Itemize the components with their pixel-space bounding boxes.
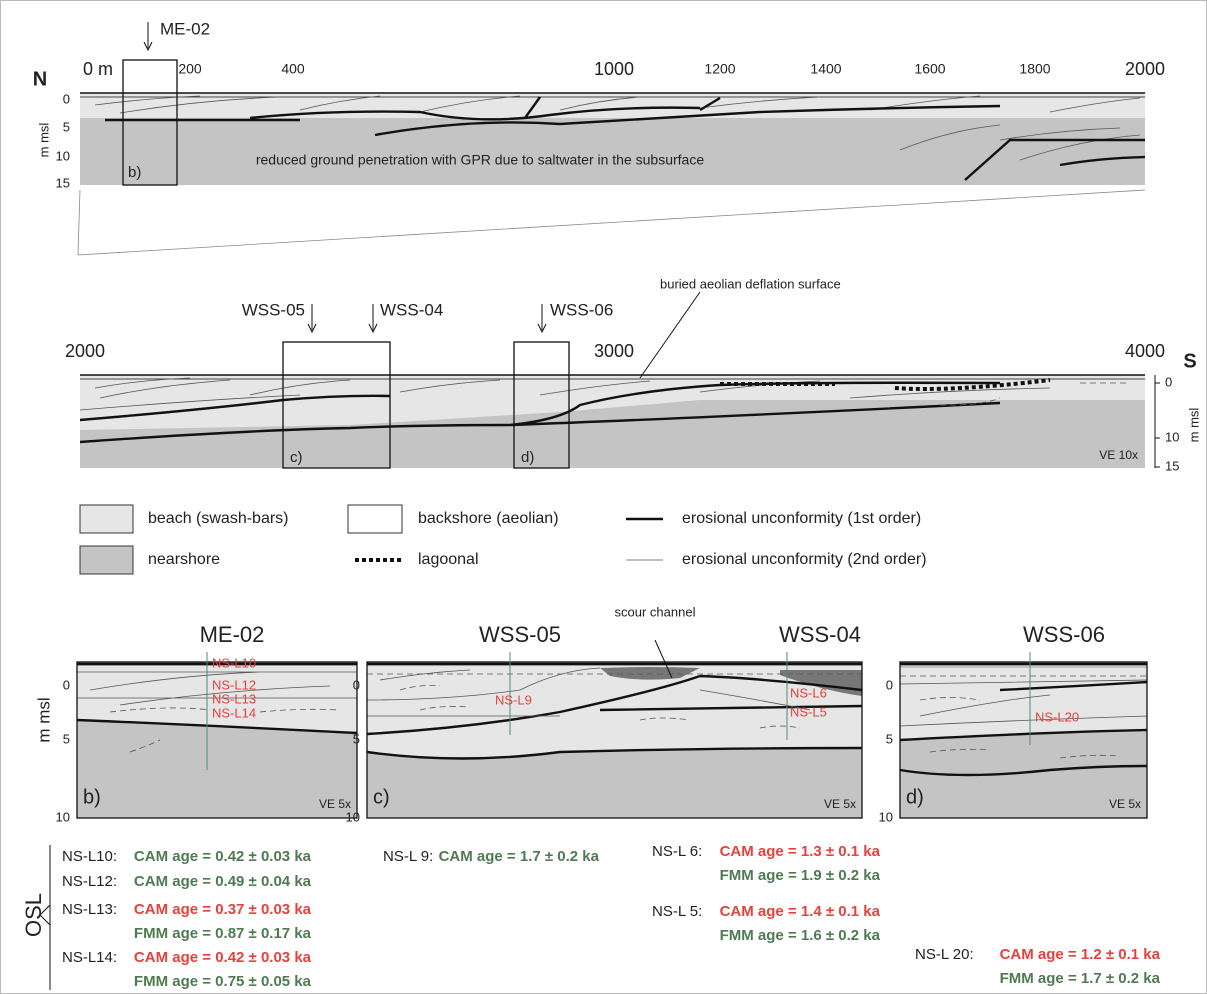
legend-label: erosional unconformity (1st order) — [682, 510, 921, 527]
depth-tick: 5 — [63, 731, 70, 746]
sample-label: NS-L10 — [212, 655, 256, 670]
distance-tick: 1600 — [914, 61, 945, 77]
ve-label: VE 10x — [1099, 448, 1138, 462]
osl-sample: NS-L12: — [62, 873, 117, 890]
depth-tick: 0 — [353, 677, 360, 692]
distance-tick: 1000 — [594, 59, 634, 79]
osl-age: FMM age = 1.7 ± 0.2 ka — [1000, 970, 1161, 987]
panel-core: WSS-04 — [779, 622, 861, 647]
core-label: ME-02 — [160, 19, 210, 38]
osl-age: CAM age = 0.42 ± 0.03 ka — [134, 848, 312, 865]
core-label: WSS-04 — [380, 300, 443, 319]
window-label: d) — [521, 449, 534, 466]
sample-label: NS-L6 — [790, 685, 827, 700]
depth-tick: 0 — [63, 677, 70, 692]
depth-tick: 15 — [1165, 458, 1179, 473]
distance-tick: 3000 — [594, 341, 634, 361]
depth-tick: 5 — [886, 731, 893, 746]
osl-age: CAM age = 1.3 ± 0.1 ka — [720, 843, 881, 860]
figure: ME-02N0 m200400100012001400160018002000m… — [0, 0, 1207, 994]
core-label: WSS-05 — [242, 300, 305, 319]
distance-tick: 4000 — [1125, 341, 1165, 361]
panel-label: b) — [83, 786, 101, 808]
osl-age: FMM age = 0.75 ± 0.05 ka — [134, 973, 312, 990]
osl-sample: NS-L 5: — [652, 903, 702, 920]
distance-tick: 1800 — [1019, 61, 1050, 77]
osl-sample: NS-L 6: — [652, 843, 702, 860]
osl-age: FMM age = 1.9 ± 0.2 ka — [720, 867, 881, 884]
depth-tick: 10 — [346, 809, 360, 824]
depth-tick: 15 — [56, 175, 70, 190]
legend-label: beach (swash-bars) — [148, 510, 289, 527]
window-label: b) — [128, 164, 141, 181]
panel-label: c) — [373, 786, 390, 808]
osl-sample: NS-L 9: — [383, 848, 433, 865]
osl-sample: NS-L10: — [62, 848, 117, 865]
annotation: scour channel — [615, 604, 696, 619]
window-label: c) — [290, 449, 303, 466]
depth-tick: 10 — [1165, 429, 1179, 444]
axis-title: m msl — [36, 123, 51, 158]
panel-core: WSS-06 — [1023, 622, 1105, 647]
osl-sample: NS-L 20: — [915, 946, 974, 963]
panel-core: WSS-05 — [479, 622, 561, 647]
distance-tick: 1400 — [810, 61, 841, 77]
osl-age: CAM age = 0.49 ± 0.04 ka — [134, 873, 312, 890]
ve-label: VE 5x — [824, 797, 856, 811]
depth-tick: 0 — [63, 91, 70, 106]
depth-tick: 5 — [63, 119, 70, 134]
osl-age: CAM age = 0.37 ± 0.03 ka — [134, 901, 312, 918]
sample-label: NS-L9 — [495, 692, 532, 707]
sample-label: NS-L14 — [212, 705, 256, 720]
legend-label: lagoonal — [418, 551, 479, 568]
panel-label: d) — [906, 786, 924, 808]
legend-label: erosional unconformity (2nd order) — [682, 551, 927, 568]
sample-label: NS-L13 — [212, 691, 256, 706]
sample-label: NS-L20 — [1035, 709, 1079, 724]
annotation: buried aeolian deflation surface — [660, 276, 841, 291]
osl-age: CAM age = 1.2 ± 0.1 ka — [1000, 946, 1161, 963]
distance-tick: 2000 — [65, 341, 105, 361]
osl-age: CAM age = 0.42 ± 0.03 ka — [134, 949, 312, 966]
depth-tick: 10 — [56, 809, 70, 824]
distance-tick: 2000 — [1125, 59, 1165, 79]
sample-label: NS-L12 — [212, 677, 256, 692]
osl-label: OSL — [21, 893, 46, 937]
depth-tick: 5 — [353, 731, 360, 746]
osl-age: CAM age = 1.4 ± 0.1 ka — [720, 903, 881, 920]
osl-age: FMM age = 0.87 ± 0.17 ka — [134, 925, 312, 942]
core-label: WSS-06 — [550, 300, 613, 319]
direction: N — [33, 68, 47, 90]
depth-tick: 0 — [1165, 374, 1172, 389]
axis-title: m msl — [1186, 408, 1201, 443]
osl-age: FMM age = 1.6 ± 0.2 ka — [720, 927, 881, 944]
panel-core: ME-02 — [200, 622, 265, 647]
osl-sample: NS-L14: — [62, 949, 117, 966]
depth-tick: 10 — [879, 809, 893, 824]
osl-age: CAM age = 1.7 ± 0.2 ka — [439, 848, 600, 865]
depth-tick: 0 — [886, 677, 893, 692]
distance-tick: 0 m — [83, 59, 113, 79]
note: reduced ground penetration with GPR due … — [256, 152, 704, 168]
depth-tick: 10 — [56, 148, 70, 163]
direction: S — [1183, 350, 1196, 372]
ve-label: VE 5x — [1109, 797, 1141, 811]
legend-label: nearshore — [148, 551, 220, 568]
sample-label: NS-L5 — [790, 704, 827, 719]
distance-tick: 200 — [178, 61, 202, 77]
osl-sample: NS-L13: — [62, 901, 117, 918]
distance-tick: 1200 — [704, 61, 735, 77]
distance-tick: 400 — [281, 61, 305, 77]
legend-label: backshore (aeolian) — [418, 510, 559, 527]
axis-title: m msl — [34, 697, 53, 742]
